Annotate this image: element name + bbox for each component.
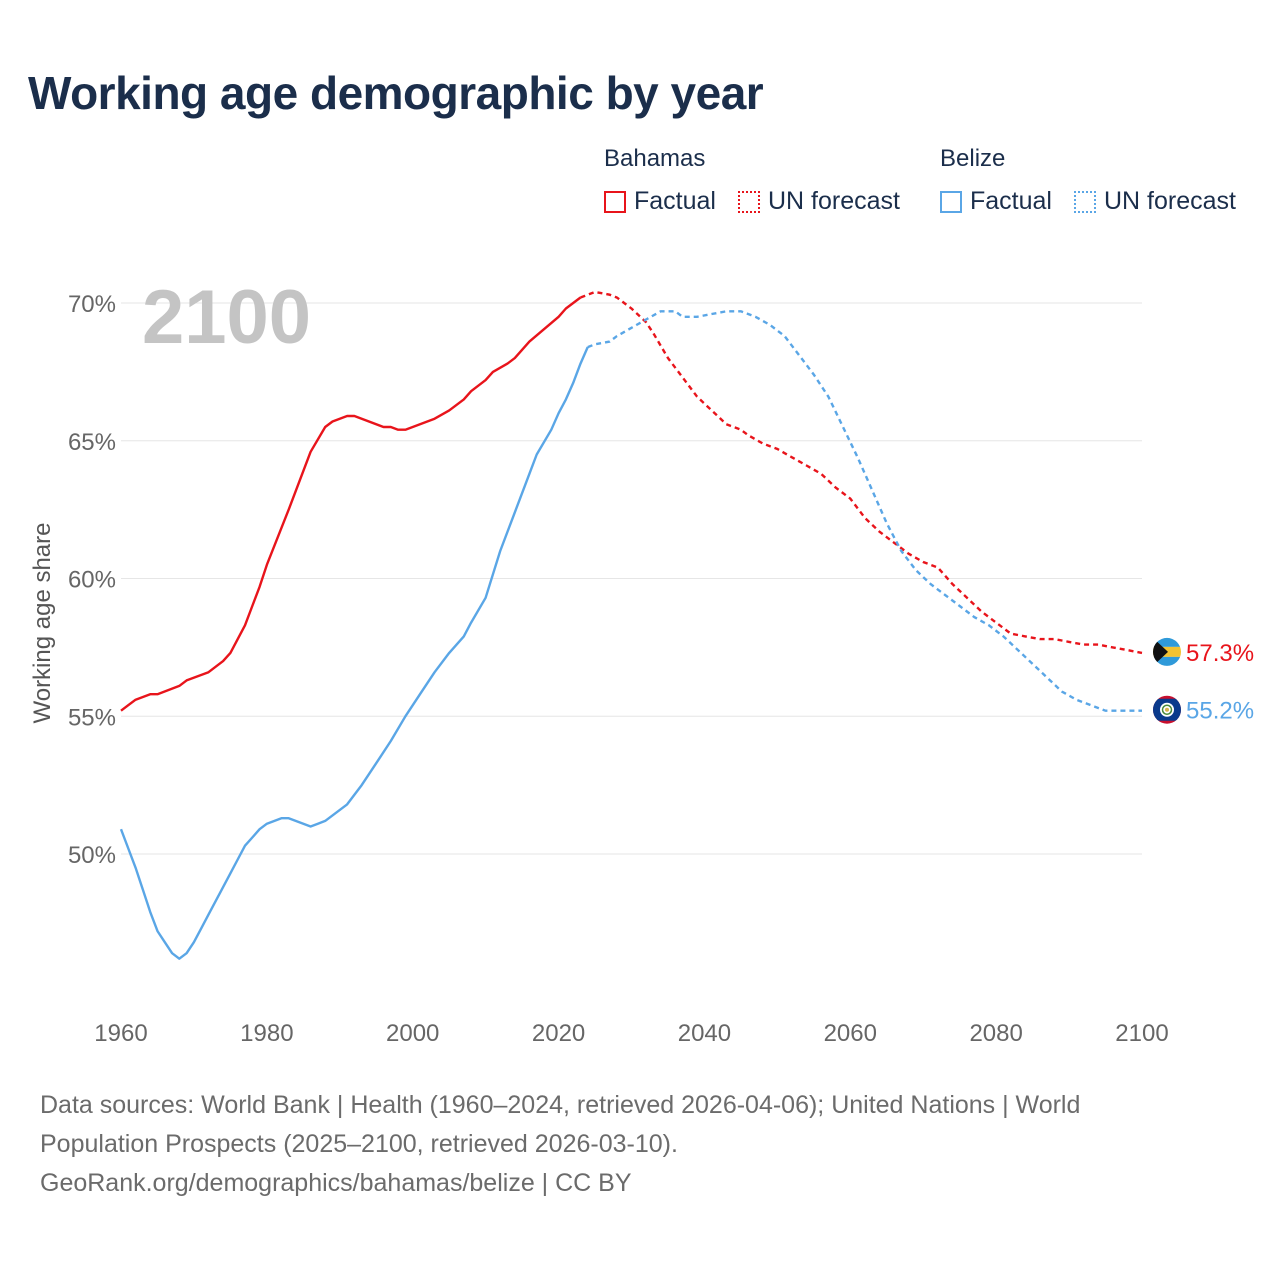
legend-label: Factual	[634, 187, 716, 215]
legend-bahamas-forecast[interactable]: UN forecast	[738, 187, 900, 216]
legend-swatch-bahamas-factual	[604, 190, 626, 213]
source-note: Data sources: World Bank | Health (1960–…	[40, 1086, 1220, 1203]
legend-belize-factual[interactable]: Factual	[940, 187, 1052, 216]
y-axis-label: Working age share	[29, 523, 56, 724]
y-axis-ticks: 50% 55% 60% 65% 70%	[68, 291, 116, 869]
series-line-belize-factual[interactable]	[119, 346, 589, 960]
end-label-bahamas: 57.3%	[1186, 640, 1254, 667]
x-tick-label: 1960	[94, 1020, 147, 1047]
series-line-belize-forecast[interactable]	[587, 310, 1142, 712]
series-lines	[119, 290, 1143, 960]
series-line-bahamas-forecast[interactable]	[580, 290, 1143, 655]
x-axis-ticks: 1960 1980 2000 2020 2040 2060 2080 2100	[94, 1020, 1168, 1047]
source-line-2: Population Prospects (2025–2100, retriev…	[40, 1130, 678, 1158]
x-tick-label: 2060	[824, 1020, 877, 1047]
y-tick-label: 50%	[68, 842, 116, 869]
source-line-1: Data sources: World Bank | Health (1960–…	[40, 1091, 1081, 1119]
legend-swatch-belize-factual	[940, 190, 962, 213]
x-tick-label: 2040	[678, 1020, 731, 1047]
gridlines	[121, 302, 1142, 855]
x-tick-label: 2080	[969, 1020, 1022, 1047]
x-tick-label: 2100	[1115, 1020, 1168, 1047]
series-line-bahamas-factual[interactable]	[120, 296, 582, 712]
year-watermark: 2100	[142, 275, 311, 360]
legend-belize-forecast[interactable]: UN forecast	[1074, 187, 1236, 216]
y-tick-label: 60%	[68, 567, 116, 594]
x-tick-label: 2020	[532, 1020, 585, 1047]
x-tick-label: 2000	[386, 1020, 439, 1047]
legend-group-belize: Belize	[940, 145, 1006, 172]
legend-label: UN forecast	[768, 187, 900, 215]
x-tick-label: 1980	[240, 1020, 293, 1047]
legend-group-bahamas: Bahamas	[604, 145, 706, 172]
belize-flag-icon	[1153, 695, 1181, 724]
legend-swatch-bahamas-forecast	[738, 190, 760, 213]
end-marker-belize: 55.2%	[1153, 695, 1254, 725]
source-line-3: GeoRank.org/demographics/bahamas/belize …	[40, 1169, 632, 1197]
chart-title: Working age demographic by year	[28, 67, 764, 119]
end-marker-bahamas: 57.3%	[1153, 637, 1254, 667]
y-tick-label: 55%	[68, 704, 116, 731]
bahamas-flag-icon	[1153, 637, 1181, 666]
y-tick-label: 65%	[68, 429, 116, 456]
legend-label: UN forecast	[1104, 187, 1236, 215]
end-label-belize: 55.2%	[1186, 698, 1254, 725]
legend-swatch-belize-forecast	[1074, 190, 1096, 213]
legend-bahamas-factual[interactable]: Factual	[604, 187, 716, 216]
legend-label: Factual	[970, 187, 1052, 215]
end-markers: 57.3% 55.2%	[1153, 637, 1254, 725]
y-tick-label: 70%	[68, 291, 116, 318]
